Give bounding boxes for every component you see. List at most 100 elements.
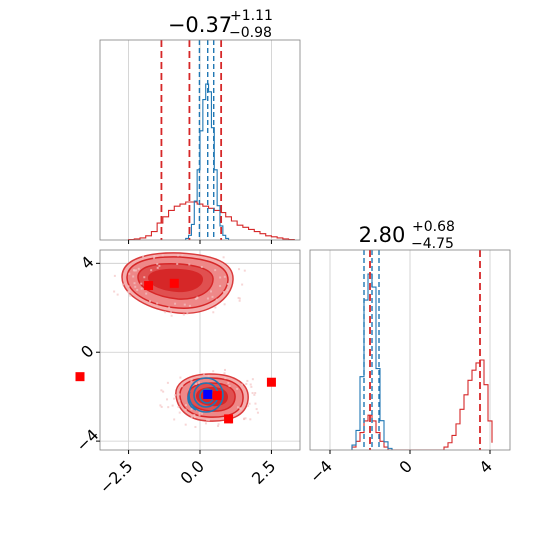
param1-title-sub: −0.98 [229,25,272,41]
scatter-dot [167,406,170,409]
scatter-dot [226,288,229,291]
scatter-dot [193,416,196,419]
scatter-dot [140,287,143,290]
scatter-dot [116,293,119,296]
scatter-dot [238,268,241,271]
scatter-dot [211,295,214,298]
scatter-dot [182,313,185,316]
scatter-dot [244,417,247,420]
scatter-dot [202,372,205,375]
scatter-dot [224,377,227,380]
scatter-dot [171,404,174,407]
hist-panel-param1: −0.37 +1.11 −0.98 [99,8,301,244]
red-square-marker [266,377,276,387]
x-tick-label: 0 [395,457,416,478]
scatter-dot [207,419,210,422]
x-ticks [128,240,272,244]
scatter-dot [212,370,215,373]
red-square-marker [169,278,179,288]
scatter-dot [160,389,163,392]
blue-cluster [187,377,224,413]
scatter-dot [251,378,254,381]
scatter-dot [166,381,169,384]
scatter-dot [247,404,250,407]
scatter-dot [214,306,217,309]
scatter-dot [173,418,176,421]
scatter-dot [169,311,172,314]
scatter-dot [198,412,201,415]
scatter-dot [181,254,184,257]
scatter-dot [223,303,226,306]
scatter-dot [246,379,249,382]
param1-title-sup: +1.11 [230,8,273,24]
param1-red-histogram [128,201,295,240]
scatter-dot [156,266,159,269]
scatter-dot [253,393,256,396]
scatter-dot [128,272,131,275]
scatter-dot [127,285,130,288]
scatter-dot [238,297,241,300]
markers [75,278,276,424]
scatter-dot [150,269,153,272]
scatter-dot [223,275,226,278]
scatter-dot [156,302,159,305]
scatter-dot [222,256,225,259]
red-square-marker [144,281,154,291]
scatter-dot [133,282,136,285]
scatter-dot [190,408,193,411]
x-tick-label: 2.5 [248,457,279,488]
scatter-dot [179,376,182,379]
scatter-dot [219,284,222,287]
scatter-dot [161,254,164,257]
scatter-dot [121,283,124,286]
scatter-dot [177,254,180,257]
red-square-marker [224,414,234,424]
scatter-dot [195,382,198,385]
scatter-dot [188,263,191,266]
scatter-dot [240,407,243,410]
y-tick-label: −4 [72,425,102,455]
scatter-dot [143,276,146,279]
red-square-marker [212,391,222,401]
x-ticks: −4 0 4 [306,450,496,487]
param1-title: −0.37 [168,13,232,37]
scatter-dot [128,289,131,292]
scatter-dot [173,397,176,400]
x-tick-label: 4 [475,457,496,478]
scatter-dot [153,255,156,258]
y-ticks: −4 0 4 [72,252,102,455]
scatter-dot [183,303,186,306]
scatter-dot [159,404,162,407]
scatter-dot [132,269,135,272]
scatter-dot [149,300,152,303]
scatter-dot [129,294,132,297]
scatter-dot [226,283,229,286]
param2-title: 2.80 [359,223,406,247]
scatter-dot [243,417,246,420]
scatter-dot [204,422,207,425]
scatter-dot [198,414,201,417]
scatter-dot [256,411,259,414]
scatter-dot [198,381,201,384]
scatter-dot [132,275,135,278]
scatter-dot [140,282,143,285]
scatter-dot [176,263,179,266]
scatter-dot [158,264,161,267]
scatter-dot [228,385,231,388]
scatter-dot [166,398,169,401]
scatter-dot [201,412,204,415]
x-tick-label: −4 [306,457,336,487]
scatter-dot [240,383,243,386]
scatter-dot [217,423,220,426]
scatter-dot [184,404,187,407]
x-ticks: −2.5 0.0 2.5 [96,450,279,497]
scatter-dot [237,406,240,409]
scatter-dot [249,383,252,386]
scatter-noise [113,254,259,428]
param2-blue-histogram [351,273,393,450]
scatter-dot [236,387,239,390]
scatter-dot [227,381,230,384]
scatter-dot [200,265,203,268]
scatter-dot [113,290,116,293]
